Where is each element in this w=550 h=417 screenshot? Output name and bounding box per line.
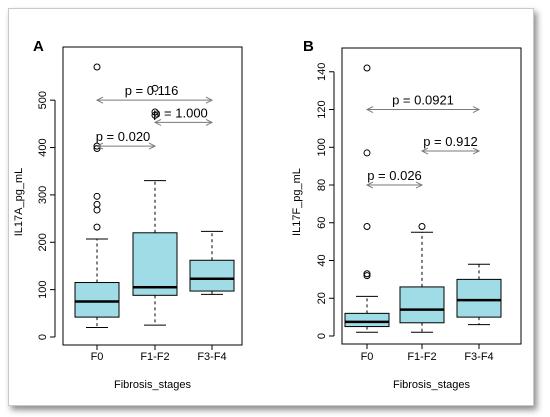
y-tick-label: 500 — [37, 91, 49, 109]
outlier-point — [151, 84, 159, 92]
comparison-p-value: p = 0.0921 — [392, 93, 454, 108]
comparison-arrowhead-right — [205, 96, 214, 104]
comparison-p-value: p = 0.020 — [96, 129, 151, 144]
comparison-arrowhead-right — [205, 118, 214, 126]
outlier-point — [93, 223, 101, 231]
y-tick-label: 300 — [37, 186, 49, 204]
x-tick-label: F3-F4 — [464, 351, 493, 363]
y-tick-label: 60 — [316, 217, 328, 229]
y-tick-label: 20 — [316, 292, 328, 304]
x-tick-label: F3-F4 — [197, 351, 226, 363]
comparison-arrowhead-left — [365, 181, 374, 189]
box-iqr — [74, 282, 120, 318]
comparison-arrowhead-left — [95, 142, 104, 150]
x-tick-label: F0 — [91, 351, 104, 363]
outlier-point — [151, 108, 159, 116]
comparison-p-value: p = 0.912 — [423, 134, 478, 149]
y-tick-label: 120 — [316, 100, 328, 118]
y-axis-title: IL17A_pg_mL — [13, 168, 25, 237]
panel-b: B 0 20 40 60 80 100 120 140 F0 F1-F2 F3-F4 Fibrosis_… — [291, 38, 522, 391]
box-iqr — [132, 232, 178, 296]
outlier-point — [418, 223, 426, 231]
outlier-point — [93, 63, 101, 71]
comparison-arrowhead-left — [420, 147, 429, 155]
outlier-point — [93, 200, 101, 208]
comparison-arrowhead-right — [472, 106, 481, 113]
x-tick-label: F0 — [361, 351, 374, 363]
outlier-point — [363, 272, 371, 280]
panel-label: A — [33, 38, 44, 55]
comparison-p-value: p = 0.026 — [367, 168, 422, 183]
outlier-point — [93, 192, 101, 200]
y-tick-label: 0 — [37, 334, 49, 340]
x-axis-title: Fibrosis_stages — [114, 379, 192, 391]
y-tick-label: 100 — [37, 280, 49, 298]
plot-region-border — [341, 47, 522, 345]
comparison-arrowhead-right — [148, 142, 157, 150]
outlier-point — [93, 144, 101, 152]
box-iqr — [344, 312, 390, 328]
box-iqr — [189, 259, 235, 292]
outlier-point — [363, 64, 371, 72]
comparison-arrowhead-left — [153, 118, 162, 126]
x-axis-title: Fibrosis_stages — [393, 379, 471, 391]
figure-frame: A 0 100 200 300 400 500 F0 F1-F2 F3-F4 Fibrosis_st… — [8, 8, 534, 406]
y-tick-label: 40 — [316, 254, 328, 266]
comparison-arrowhead-right — [415, 181, 424, 189]
outlier-point — [363, 270, 371, 278]
comparison-arrowhead-right — [472, 147, 481, 155]
y-tick-label: 140 — [316, 63, 328, 81]
y-axis-title: IL17F_pg_mL — [291, 168, 303, 236]
box-iqr — [456, 278, 502, 318]
panel-label: B — [303, 38, 314, 55]
y-tick-label: 100 — [316, 138, 328, 156]
comparison-p-value: p = 0.116 — [125, 83, 179, 98]
outlier-point — [151, 111, 159, 119]
plot-region-border — [62, 46, 243, 346]
outlier-point — [363, 223, 371, 231]
panel-a: A 0 100 200 300 400 500 F0 F1-F2 F3-F4 Fibrosis_st… — [13, 38, 243, 391]
y-tick-label: 400 — [37, 138, 49, 156]
x-tick-label: F1-F2 — [140, 351, 169, 363]
box-iqr — [399, 286, 445, 324]
comparison-arrowhead-left — [365, 106, 374, 113]
x-tick-label: F1-F2 — [407, 351, 436, 363]
y-tick-label: 80 — [316, 179, 328, 191]
outlier-point — [363, 149, 371, 157]
outlier-point — [93, 206, 101, 214]
comparison-arrowhead-left — [95, 96, 104, 104]
comparison-p-value: p = 1.000 — [153, 105, 208, 120]
y-tick-label: 200 — [37, 233, 49, 251]
y-tick-label: 0 — [316, 333, 328, 339]
